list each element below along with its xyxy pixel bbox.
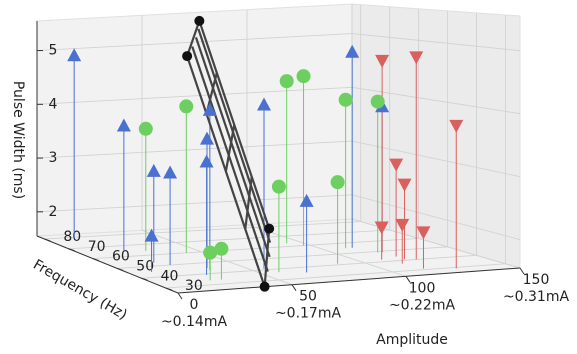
z-tick-label: 2 xyxy=(49,204,58,220)
grid-line xyxy=(141,254,477,279)
x-tick-sublabel: ~0.17mA xyxy=(275,306,342,322)
y-tick-label: 70 xyxy=(88,239,106,255)
marker xyxy=(138,121,153,136)
x-tick-label: 100 xyxy=(409,280,436,296)
x-tick-sublabel: ~0.14mA xyxy=(161,314,228,330)
grid-line xyxy=(141,229,293,286)
marker xyxy=(163,165,178,179)
marker xyxy=(389,158,404,172)
y-tick-label: 40 xyxy=(161,268,179,284)
marker xyxy=(409,51,424,65)
grid-line xyxy=(68,229,390,250)
x-axis-line xyxy=(177,267,521,294)
grid-line xyxy=(246,224,407,277)
x-tick-sublabel: ~0.22mA xyxy=(389,297,456,313)
grid-line xyxy=(44,221,361,240)
grid-line xyxy=(165,263,506,289)
y-tick-label: 60 xyxy=(112,249,130,265)
marker xyxy=(397,178,412,192)
marker xyxy=(257,97,272,111)
grid-line xyxy=(92,237,419,260)
grid-line xyxy=(351,86,521,115)
x-tick-label: 150 xyxy=(523,272,550,288)
marker xyxy=(296,69,311,84)
grid-line xyxy=(36,86,353,105)
y-tick-label: 80 xyxy=(63,229,81,245)
marker xyxy=(338,92,353,107)
marker xyxy=(199,154,214,168)
marker xyxy=(214,241,229,256)
plane-wire xyxy=(197,28,272,243)
marker xyxy=(374,221,389,235)
grid-line xyxy=(351,194,521,241)
tick-mark xyxy=(291,284,297,291)
z-tick-label: 5 xyxy=(49,43,58,59)
tick-mark xyxy=(405,276,411,283)
plane-corner xyxy=(194,15,205,26)
marker xyxy=(370,94,385,109)
marker xyxy=(203,245,218,260)
marker xyxy=(202,102,217,116)
marker xyxy=(271,179,286,194)
grid-line xyxy=(36,33,353,52)
plane-wire xyxy=(186,20,201,57)
marker xyxy=(279,74,294,89)
x-tick-label: 0 xyxy=(190,297,199,313)
marker xyxy=(345,44,360,58)
z-axis-title: Pulse Width (ms) xyxy=(10,81,26,199)
marker xyxy=(146,163,161,177)
plane-corner xyxy=(259,281,270,292)
grid-line xyxy=(117,246,448,269)
marker xyxy=(416,226,431,240)
grid-line xyxy=(36,194,353,213)
x-tick-sublabel: ~0.31mA xyxy=(503,289,570,305)
marker xyxy=(144,228,159,242)
y-tick-label: 50 xyxy=(136,258,154,274)
marker xyxy=(449,119,464,133)
marker xyxy=(67,48,82,62)
plane-corner xyxy=(182,51,193,62)
plane-wire xyxy=(198,20,271,229)
marker xyxy=(116,118,131,132)
z-tick-label: 4 xyxy=(49,96,58,112)
marker xyxy=(200,131,215,145)
marker xyxy=(395,218,410,232)
tick-mark xyxy=(519,267,525,275)
marker xyxy=(375,54,390,68)
marker xyxy=(330,175,345,190)
marker xyxy=(179,99,194,114)
y-tick-label: 30 xyxy=(185,278,203,294)
plane-wire xyxy=(191,46,269,272)
x-axis-title: Amplitude xyxy=(376,332,448,348)
grid-line xyxy=(351,33,521,52)
grid-line xyxy=(36,140,353,159)
y-axis-line xyxy=(36,235,179,294)
tick-mark xyxy=(177,292,183,300)
marker xyxy=(299,193,314,207)
x-tick-label: 50 xyxy=(299,289,317,305)
grid-line xyxy=(351,140,521,178)
z-tick-label: 3 xyxy=(49,150,58,166)
plane-corner xyxy=(264,223,275,234)
plane-wire xyxy=(194,37,271,258)
